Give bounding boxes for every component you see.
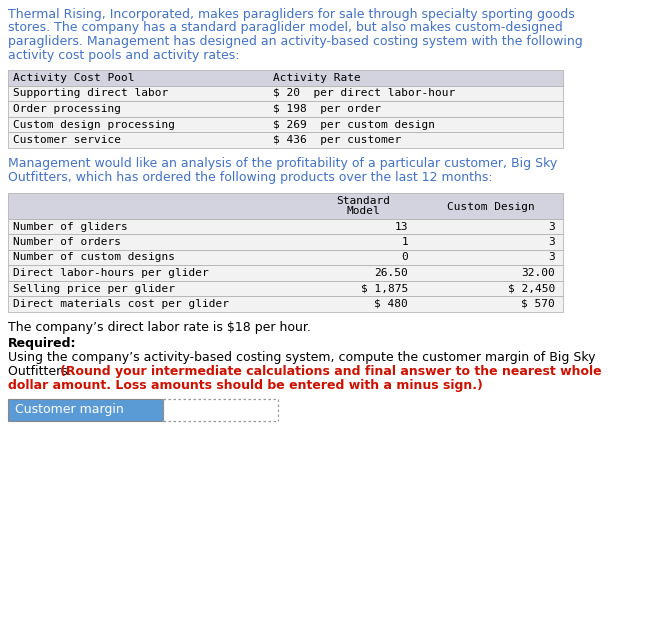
Text: paragliders. Management has designed an activity-based costing system with the f: paragliders. Management has designed an …	[8, 35, 583, 48]
Text: Number of orders: Number of orders	[13, 237, 121, 247]
Bar	[8, 117, 563, 132]
Bar	[8, 265, 563, 280]
Text: stores. The company has a standard paraglider model, but also makes custom-desig: stores. The company has a standard parag…	[8, 21, 563, 35]
Text: activity cost pools and activity rates:: activity cost pools and activity rates:	[8, 49, 239, 62]
Text: $ 436  per customer: $ 436 per customer	[273, 135, 401, 145]
Bar	[8, 219, 563, 234]
Text: $ 570: $ 570	[521, 299, 555, 309]
Bar	[8, 70, 563, 86]
Bar	[8, 193, 563, 219]
Text: 26.50: 26.50	[375, 268, 408, 278]
Text: $ 1,875: $ 1,875	[360, 284, 408, 294]
Text: $ 269  per custom design: $ 269 per custom design	[273, 120, 435, 130]
Text: (Round your intermediate calculations and final answer to the nearest whole: (Round your intermediate calculations an…	[60, 365, 602, 378]
Text: Order processing: Order processing	[13, 104, 121, 114]
Text: $ 20  per direct labor-hour: $ 20 per direct labor-hour	[273, 88, 455, 98]
Text: The company’s direct labor rate is $18 per hour.: The company’s direct labor rate is $18 p…	[8, 321, 311, 335]
Text: Thermal Rising, Incorporated, makes paragliders for sale through specialty sport: Thermal Rising, Incorporated, makes para…	[8, 8, 575, 21]
Text: Outfitters, which has ordered the following products over the last 12 months:: Outfitters, which has ordered the follow…	[8, 171, 492, 184]
Text: Supporting direct labor: Supporting direct labor	[13, 88, 168, 98]
Bar	[8, 86, 563, 101]
Text: Using the company’s activity-based costing system, compute the customer margin o: Using the company’s activity-based costi…	[8, 352, 596, 365]
Text: 32.00: 32.00	[521, 268, 555, 278]
Text: Direct labor-hours per glider: Direct labor-hours per glider	[13, 268, 209, 278]
Text: Management would like an analysis of the profitability of a particular customer,: Management would like an analysis of the…	[8, 158, 557, 171]
Bar	[8, 399, 163, 420]
Text: dollar amount. Loss amounts should be entered with a minus sign.): dollar amount. Loss amounts should be en…	[8, 379, 483, 391]
Text: Number of gliders: Number of gliders	[13, 222, 128, 231]
Bar	[8, 296, 563, 311]
Text: 1: 1	[401, 237, 408, 247]
Text: Activity Rate: Activity Rate	[273, 73, 360, 83]
Text: Model: Model	[346, 207, 380, 217]
Text: Outfitters.: Outfitters.	[8, 365, 76, 378]
Text: Direct materials cost per glider: Direct materials cost per glider	[13, 299, 229, 309]
Bar	[8, 234, 563, 249]
Bar	[8, 249, 563, 265]
Text: 3: 3	[548, 222, 555, 231]
Bar	[8, 132, 563, 147]
Bar	[8, 101, 563, 117]
Text: 3: 3	[548, 253, 555, 263]
Text: Standard: Standard	[336, 197, 390, 207]
Bar	[8, 280, 563, 296]
Text: Required:: Required:	[8, 338, 76, 350]
Text: $ 480: $ 480	[375, 299, 408, 309]
Text: Activity Cost Pool: Activity Cost Pool	[13, 73, 135, 83]
Text: Custom Design: Custom Design	[447, 202, 535, 212]
Text: 3: 3	[548, 237, 555, 247]
Text: Custom design processing: Custom design processing	[13, 120, 175, 130]
Text: Customer margin: Customer margin	[15, 403, 124, 416]
Text: $ 198  per order: $ 198 per order	[273, 104, 381, 114]
Text: Number of custom designs: Number of custom designs	[13, 253, 175, 263]
Text: Selling price per glider: Selling price per glider	[13, 284, 175, 294]
Text: 0: 0	[401, 253, 408, 263]
Text: $ 2,450: $ 2,450	[508, 284, 555, 294]
Text: Customer service: Customer service	[13, 135, 121, 145]
Text: 13: 13	[395, 222, 408, 231]
